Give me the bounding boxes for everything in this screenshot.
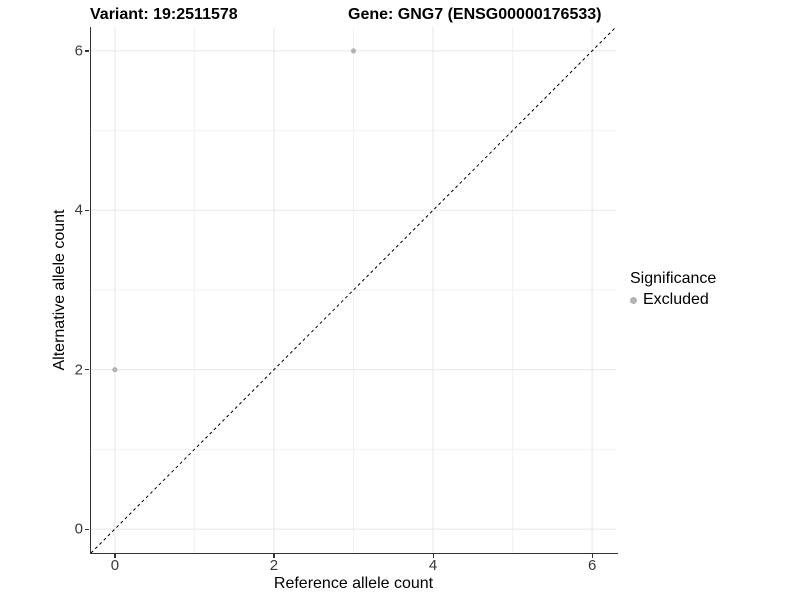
plot-panel <box>90 26 617 554</box>
y-tick-mark <box>85 50 89 52</box>
legend: Significance Excluded <box>630 270 716 309</box>
data-point <box>112 367 118 373</box>
identity-dashed-line <box>90 26 617 554</box>
y-tick-label: 2 <box>74 361 83 379</box>
y-tick-label: 0 <box>74 520 83 538</box>
data-point <box>350 48 357 54</box>
legend-title: Significance <box>630 270 717 287</box>
x-tick-mark <box>273 554 275 558</box>
y-axis-line <box>89 27 91 554</box>
legend-item-excluded: Excluded <box>630 291 716 309</box>
x-axis-title: Reference allele count <box>273 575 434 592</box>
x-tick-label: 6 <box>587 557 597 574</box>
x-tick-mark <box>591 554 593 558</box>
y-tick-mark <box>85 209 89 211</box>
plot-title-gene: Gene: GNG7 (ENSG00000176533) <box>348 6 602 23</box>
x-axis-line <box>89 552 618 554</box>
y-tick-label: 4 <box>74 201 83 219</box>
x-tick-label: 4 <box>428 557 438 574</box>
legend-item-label: Excluded <box>643 291 709 308</box>
y-axis-title: Alternative allele count <box>51 209 68 371</box>
y-tick-label: 6 <box>74 42 83 60</box>
x-tick-label: 0 <box>110 557 120 574</box>
plot-title-variant: Variant: 19:2511578 <box>90 6 238 23</box>
legend-point-icon <box>630 296 637 304</box>
y-tick-mark <box>85 369 89 371</box>
x-tick-mark <box>432 554 434 558</box>
plot-canvas <box>90 26 617 554</box>
x-tick-mark <box>114 554 116 558</box>
y-tick-mark <box>85 528 89 530</box>
x-tick-label: 2 <box>269 557 279 574</box>
